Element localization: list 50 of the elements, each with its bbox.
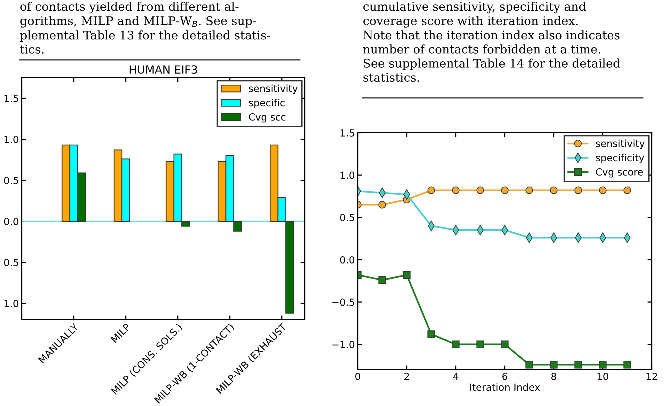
point: [599, 361, 607, 369]
y-tick-label: 0.0: [340, 256, 355, 264]
point: [550, 186, 558, 194]
x-tick-label: 8: [552, 372, 556, 380]
x-tick-label: 10: [598, 372, 609, 380]
y-tick-label: 1.5: [4, 95, 18, 102]
legend-label: Cvg scc: [249, 114, 286, 123]
x-tick-label: 6: [502, 372, 508, 380]
point: [403, 271, 411, 280]
legend-label: sensitivity: [596, 140, 645, 150]
point: [476, 186, 484, 194]
point: [574, 186, 582, 194]
x-axis-title: Iteration Index: [470, 384, 540, 392]
point: [574, 361, 582, 369]
x-tick-label: 12: [646, 372, 658, 380]
point: [599, 186, 607, 194]
point: [476, 340, 484, 348]
x-tick-label: 2: [404, 372, 410, 380]
point: [624, 361, 632, 369]
point: [452, 186, 460, 194]
legend-label: sensitivity: [249, 84, 298, 94]
legend-label: Cvg score: [596, 168, 644, 178]
point: [501, 340, 509, 348]
y-tick-label: 0.0: [4, 218, 19, 226]
point: [452, 340, 460, 348]
point: [526, 361, 534, 369]
y-tick-label: −1.0: [332, 341, 355, 348]
text: of contacts yielded from different al- gorithms, MILP and MILP-W$_{B}$. See sup- plemental Table 13 for the detailed statis- tics.: [20, 2, 270, 54]
text: cumulative sensitivity, specificity and coverage score with iteration index. Note that the iteration index also indicates number of contacts forbidden at a time. See supplemental Table 14 for the detailed statistics.: [363, 2, 620, 82]
point: [378, 276, 386, 284]
y-tick-label: 1.0: [4, 136, 19, 144]
y-tick-label: 1.5: [340, 130, 354, 137]
x-tick-label: 0: [356, 372, 360, 380]
point: [428, 186, 436, 194]
legend-label: specificity: [596, 154, 644, 164]
point: [378, 201, 386, 209]
point: [501, 186, 509, 194]
point: [526, 186, 534, 194]
y-tick-label: 0.5: [4, 177, 18, 184]
point: [624, 186, 632, 194]
y-tick-label: 0.5: [340, 214, 354, 222]
y-tick-label: 1.0: [4, 300, 19, 308]
y-tick-label: 0.5: [4, 259, 18, 266]
legend-label: specific: [249, 99, 285, 108]
x-tick-label: 4: [453, 373, 459, 380]
chart-title: HUMAN EIF3: [130, 66, 198, 74]
point: [428, 330, 436, 338]
y-tick-label: −0.5: [332, 298, 354, 306]
point: [550, 361, 558, 369]
y-tick-label: 1.0: [340, 172, 355, 180]
